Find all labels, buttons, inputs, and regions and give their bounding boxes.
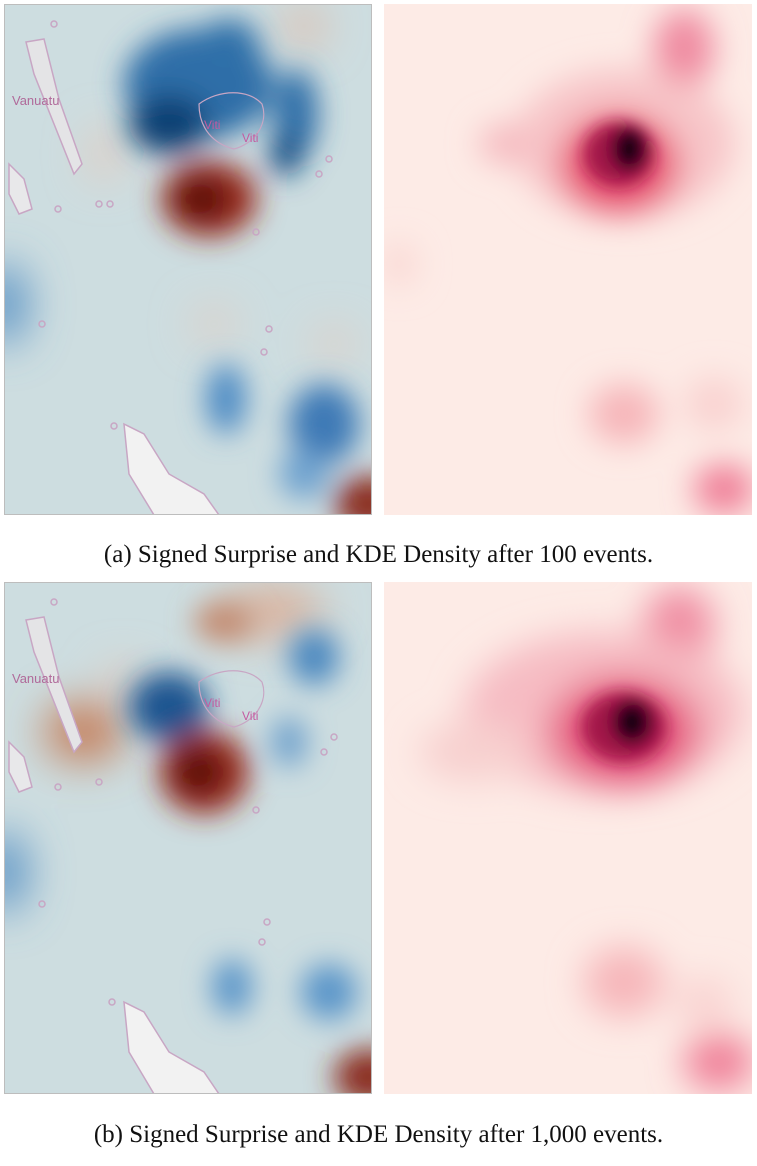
viti-label-2: Viti [242, 131, 258, 145]
density-map-b [384, 582, 752, 1094]
figure-a-caption: (a) Signed Surprise and KDE Density afte… [103, 541, 654, 568]
density-map-a [384, 4, 752, 515]
viti-label-1: Viti [204, 696, 220, 710]
vanuatu-label: Vanuatu [12, 93, 59, 108]
surprise-map-b: Vanuatu Viti Viti [4, 582, 372, 1094]
viti-label-2: Viti [242, 709, 258, 723]
vanuatu-label: Vanuatu [12, 671, 59, 686]
figure-b-caption: (b) Signed Surprise and KDE Density afte… [93, 1121, 664, 1148]
surprise-map-a: Vanuatu Viti Viti [4, 4, 372, 515]
viti-label-1: Viti [204, 118, 220, 132]
